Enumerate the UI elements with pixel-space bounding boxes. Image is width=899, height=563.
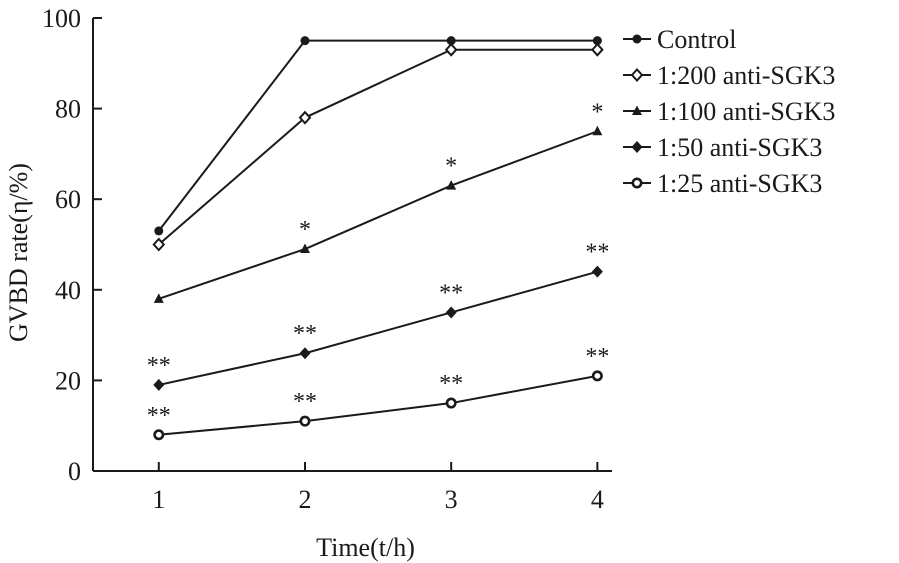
data-point xyxy=(300,36,310,46)
legend-marker xyxy=(631,177,643,189)
significance-label: ** xyxy=(293,389,317,415)
legend: Control 1:200 anti-SGK3 1:100 anti-SGK3 1:5… xyxy=(623,25,835,198)
data-point xyxy=(153,429,165,441)
significance-label: ** xyxy=(585,344,609,370)
legend-item: Control xyxy=(623,25,736,54)
significance-label: ** xyxy=(585,240,609,266)
legend-label: 1:50 anti-SGK3 xyxy=(657,133,822,162)
x-tick-label: 2 xyxy=(298,485,311,514)
data-point xyxy=(592,36,602,46)
legend-item: 1:100 anti-SGK3 xyxy=(623,97,835,126)
data-point xyxy=(591,265,603,278)
ticks: 0 20 40 60 80 100 1 2 3 4 xyxy=(42,4,604,514)
significance-label: * xyxy=(591,99,603,125)
legend-marker xyxy=(632,105,642,115)
y-tick-label: 60 xyxy=(55,185,81,214)
y-tick-label: 0 xyxy=(68,457,81,486)
x-axis-title: Time(t/h) xyxy=(316,533,415,562)
series-line xyxy=(158,130,598,300)
data-point xyxy=(299,347,311,360)
legend-item: 1:25 anti-SGK3 xyxy=(623,169,822,198)
x-tick-label: 4 xyxy=(591,485,604,514)
data-point xyxy=(299,415,311,427)
data-point xyxy=(592,125,603,136)
axes xyxy=(92,18,612,472)
series-line xyxy=(157,39,598,232)
series-4: ** ** ** ** xyxy=(147,240,609,391)
y-tick-label: 100 xyxy=(42,4,81,33)
significance-label: ** xyxy=(439,371,463,397)
legend-marker xyxy=(632,34,642,44)
data-point xyxy=(445,397,457,409)
data-point xyxy=(153,378,165,391)
significance-label: * xyxy=(445,154,457,180)
significance-label: * xyxy=(299,217,311,243)
y-axis-title: GVBD rate(η/%) xyxy=(4,163,33,342)
data-point xyxy=(444,42,458,57)
y-tick-label: 20 xyxy=(55,366,81,395)
legend-label: 1:100 anti-SGK3 xyxy=(657,97,835,126)
series-1 xyxy=(154,36,602,236)
legend-label: Control xyxy=(657,25,736,54)
data-point xyxy=(591,370,603,382)
x-tick-label: 3 xyxy=(445,485,458,514)
series-line xyxy=(158,48,598,246)
data-point xyxy=(445,306,457,319)
data-point xyxy=(299,243,310,254)
series-line xyxy=(158,270,598,386)
significance-label: ** xyxy=(147,353,171,379)
significance-label: ** xyxy=(293,321,317,347)
series-layer: ******************* xyxy=(147,36,609,441)
data-point xyxy=(152,237,166,252)
legend-marker xyxy=(630,68,644,82)
significance-label: ** xyxy=(439,280,463,306)
data-point xyxy=(154,226,164,236)
data-point xyxy=(298,110,312,125)
data-point xyxy=(591,42,604,57)
series-3: *** xyxy=(153,99,603,303)
data-point xyxy=(446,180,457,190)
legend-item: 1:200 anti-SGK3 xyxy=(623,61,835,90)
legend-item: 1:50 anti-SGK3 xyxy=(623,133,822,162)
data-point xyxy=(446,36,456,46)
legend-label: 1:25 anti-SGK3 xyxy=(657,169,822,198)
significance-label: ** xyxy=(147,403,171,429)
legend-label: 1:200 anti-SGK3 xyxy=(657,61,835,90)
data-point xyxy=(153,293,164,303)
x-tick-label: 1 xyxy=(152,485,165,514)
series-line xyxy=(158,374,598,436)
series-2 xyxy=(152,42,604,252)
series-5: ** ** ** ** xyxy=(147,344,609,441)
y-tick-label: 80 xyxy=(55,95,81,124)
y-tick-label: 40 xyxy=(55,276,81,305)
legend-marker xyxy=(631,141,643,153)
